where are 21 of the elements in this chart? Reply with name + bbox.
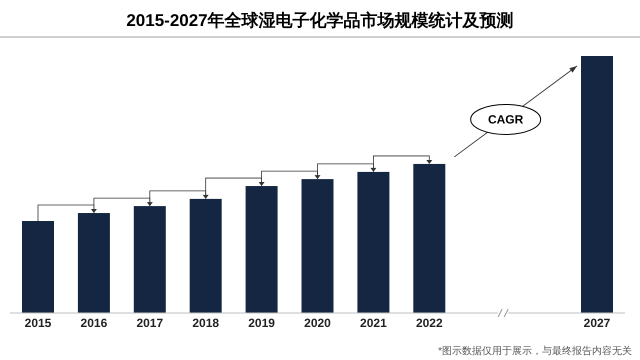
annotation: CAGR	[488, 112, 524, 126]
x-tick-label: 2021	[360, 316, 388, 330]
bar	[246, 186, 278, 313]
bar	[134, 206, 166, 313]
bar	[190, 198, 222, 313]
bar	[413, 164, 446, 313]
x-tick-label: 2017	[136, 316, 164, 330]
annotation: *图示数据仅用于展示，与最终报告内容无关	[438, 346, 632, 357]
title: 2015-2027年全球湿电子化学品市场规模统计及预测	[126, 11, 514, 30]
bar	[302, 179, 334, 313]
x-tick-label: 2022	[416, 316, 443, 330]
bar	[357, 172, 390, 313]
x-tick-label: 2027	[584, 316, 611, 330]
bar	[581, 56, 613, 313]
bar	[78, 213, 110, 313]
bar	[22, 220, 54, 313]
x-tick-label: 2020	[304, 316, 332, 330]
x-tick-label: 2016	[80, 316, 108, 330]
x-tick-label: 2018	[192, 316, 220, 330]
x-tick-label: 2015	[24, 316, 52, 330]
x-tick-label: 2019	[248, 316, 276, 330]
